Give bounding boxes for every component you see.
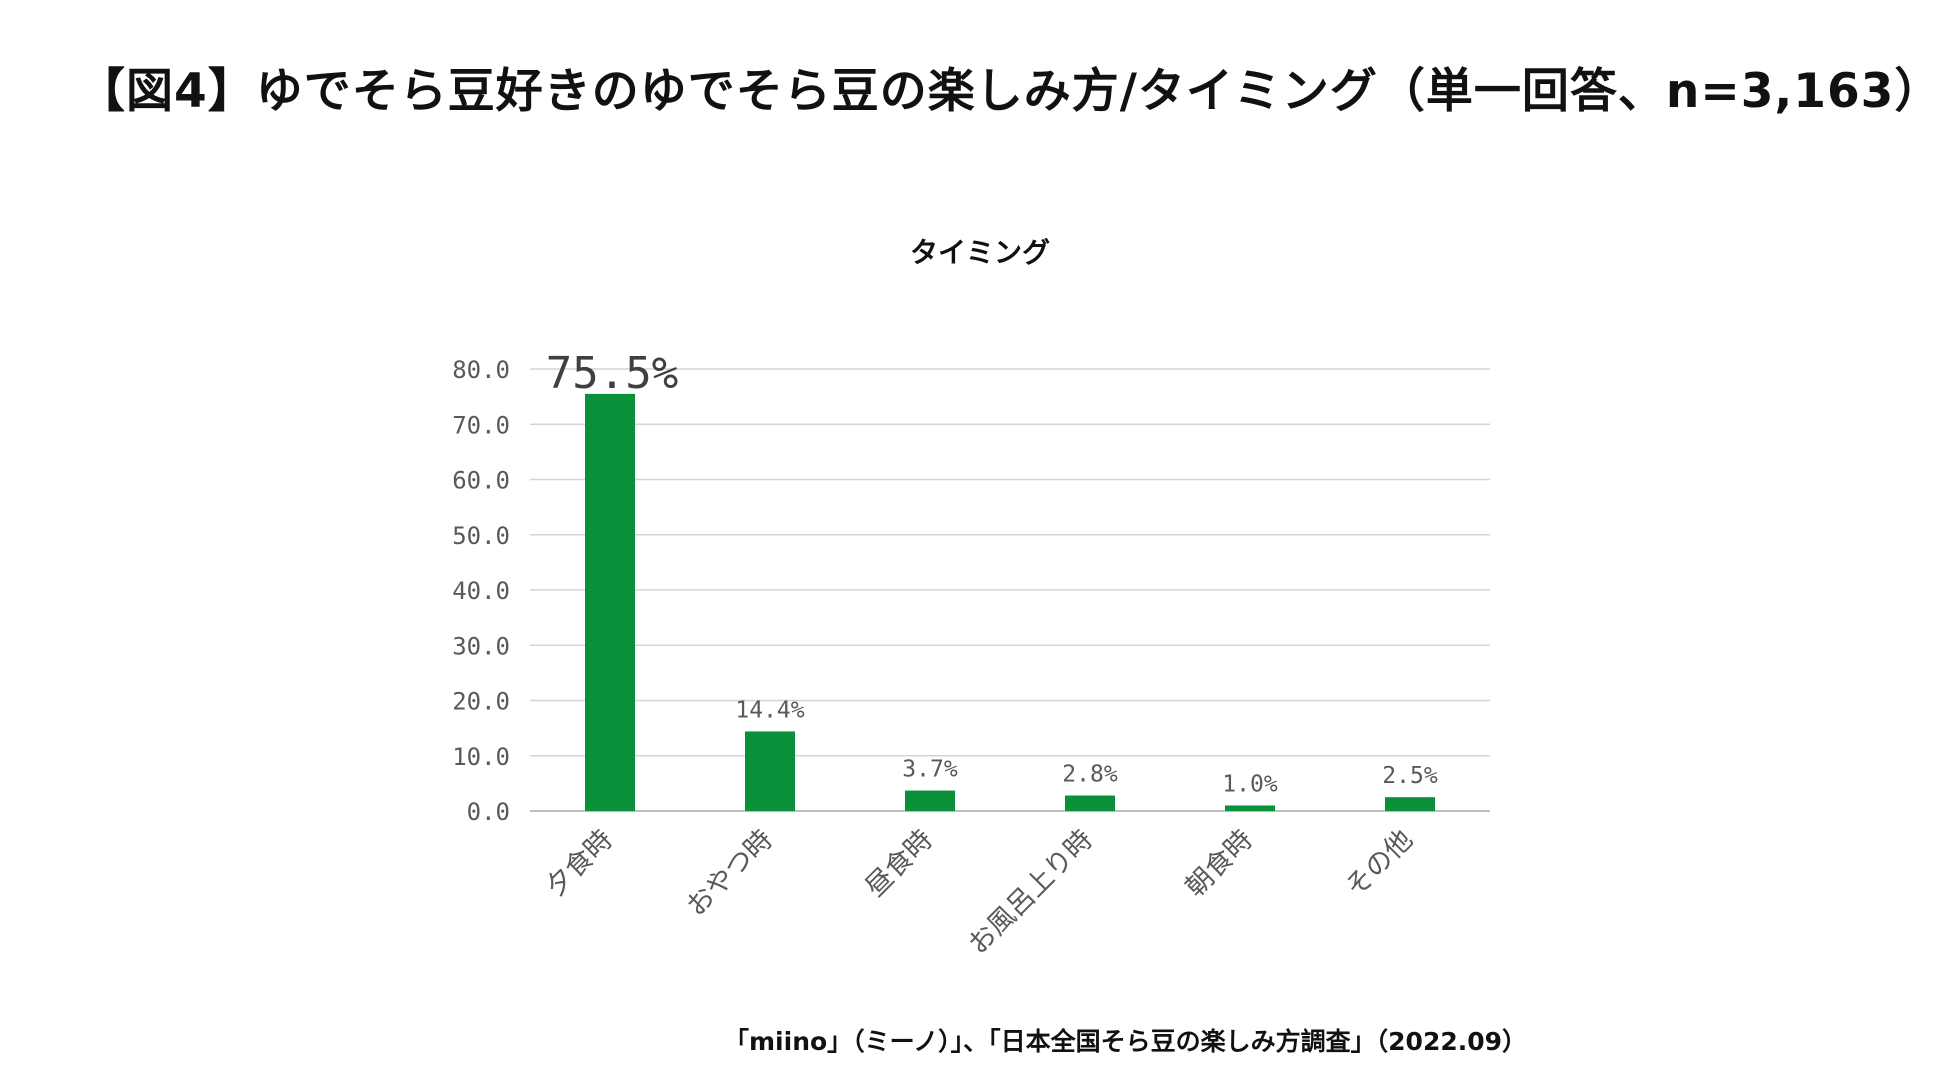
x-tick-label: 朝食時: [1180, 824, 1259, 903]
x-tick-label: その他: [1340, 824, 1419, 903]
data-label: 2.5%: [1382, 763, 1438, 789]
data-label: 3.7%: [902, 757, 958, 783]
data-label: 2.8%: [1062, 762, 1118, 788]
bar: [585, 393, 635, 811]
bar: [1385, 797, 1435, 811]
x-tick-label: 昼食時: [860, 824, 939, 903]
y-tick-label: 70.0: [452, 411, 510, 439]
bar: [1225, 805, 1275, 811]
data-label: 14.4%: [735, 697, 804, 723]
x-tick-label: お風呂上り時: [962, 824, 1098, 960]
data-label: 75.5%: [546, 348, 678, 399]
chart-title: タイミング: [910, 236, 1050, 269]
y-tick-label: 0.0: [467, 798, 510, 826]
page-title: 【図4】ゆでそら豆好きのゆでそら豆の楽しみ方/タイミング（単一回答、n=3,16…: [78, 64, 1943, 119]
y-tick-label: 60.0: [452, 467, 510, 495]
source-note: 「miino」（ミーノ）」、「日本全国そら豆の楽しみ方調査」（2022.09）: [724, 1027, 1528, 1056]
y-tick-label: 50.0: [452, 522, 510, 550]
y-tick-label: 80.0: [452, 356, 510, 384]
y-tick-label: 20.0: [452, 688, 510, 716]
y-tick-label: 10.0: [452, 743, 510, 771]
y-tick-label: 30.0: [452, 632, 510, 660]
data-label: 1.0%: [1222, 771, 1278, 797]
bar: [905, 790, 955, 811]
x-tick-label: 夕食時: [540, 824, 619, 903]
bar: [745, 731, 795, 811]
x-tick-label: おやつ時: [681, 824, 779, 922]
bar: [1065, 795, 1115, 811]
y-tick-label: 40.0: [452, 577, 510, 605]
